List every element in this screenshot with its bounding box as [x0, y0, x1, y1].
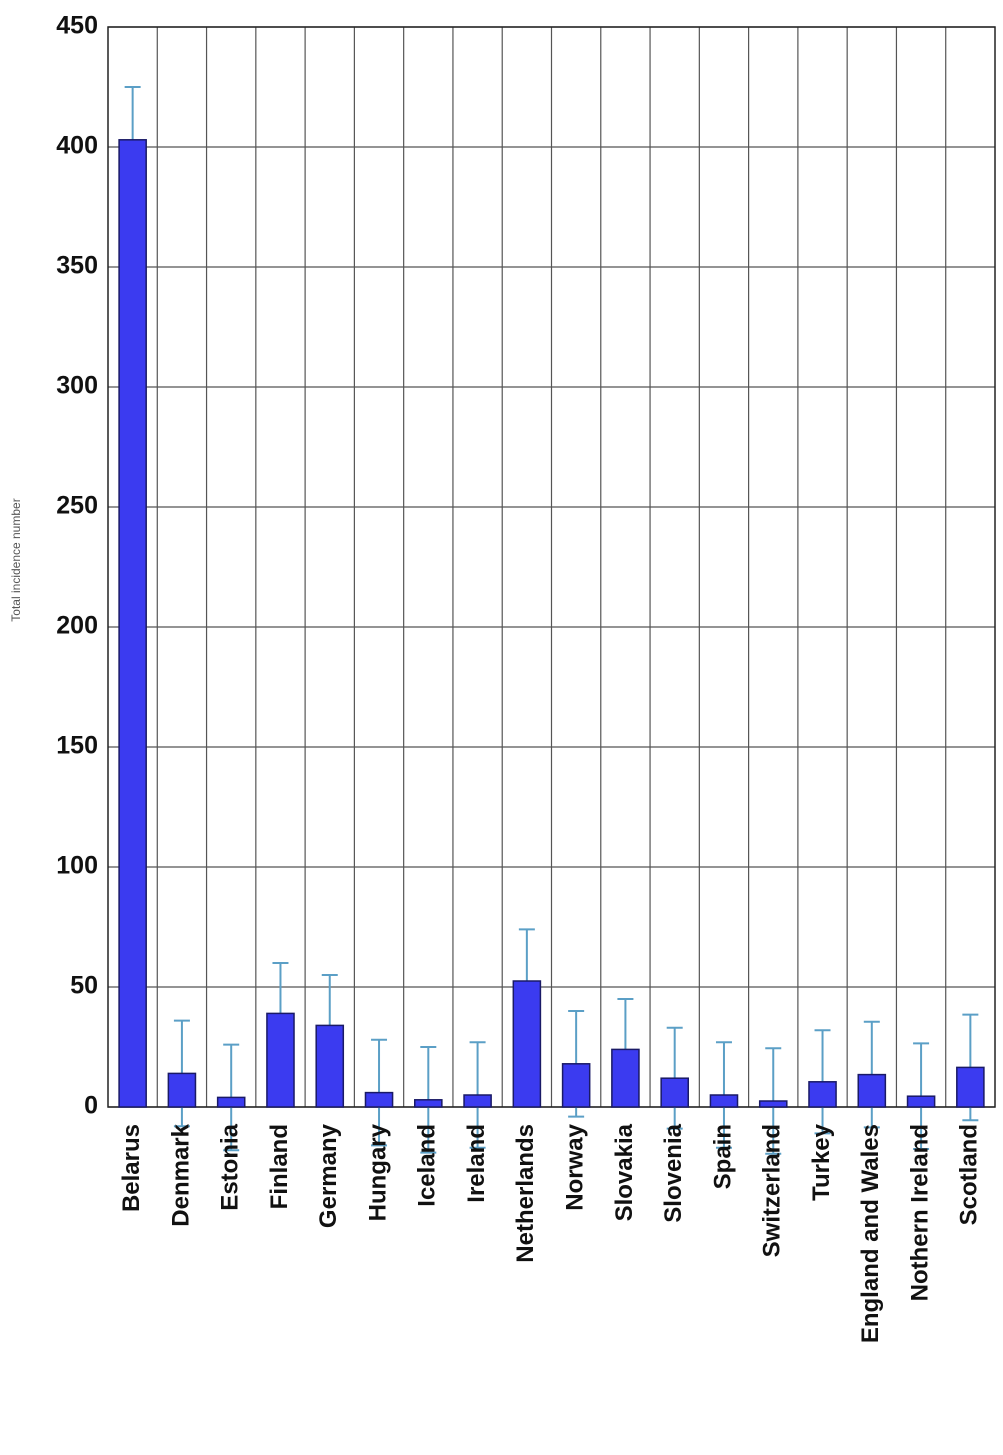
y-tick-label: 150 — [56, 732, 98, 760]
bar — [906, 1095, 936, 1108]
bar — [611, 1048, 640, 1108]
bar — [512, 980, 542, 1108]
plot-frame — [107, 26, 996, 1108]
bar — [315, 1024, 345, 1108]
y-tick-label: 350 — [56, 252, 98, 280]
bar — [956, 1066, 985, 1108]
x-tick-label: Slovakia — [611, 1123, 638, 1221]
bar — [857, 1073, 887, 1108]
x-tick-label: Germany — [315, 1123, 342, 1228]
x-tick-label: Denmark — [167, 1123, 194, 1226]
y-tick-label: 250 — [56, 492, 98, 520]
bar — [561, 1063, 591, 1108]
x-tick-label: Turkey — [808, 1123, 835, 1201]
bar — [118, 139, 147, 1108]
bar — [758, 1100, 788, 1108]
bar — [266, 1012, 295, 1108]
y-tick-label: 200 — [56, 612, 98, 640]
x-tick-label: Nothern Ireland — [906, 1124, 933, 1301]
bar — [808, 1081, 837, 1108]
x-tick-label: Netherlands — [512, 1124, 539, 1263]
x-tick-label: Scotland — [956, 1124, 983, 1225]
bar — [167, 1072, 197, 1108]
bar — [216, 1096, 246, 1108]
y-tick-label: 300 — [56, 372, 98, 400]
y-tick-label: 100 — [56, 852, 98, 880]
x-tick-label: Slovenia — [660, 1123, 687, 1222]
x-tick-label: Estonia — [217, 1123, 244, 1210]
x-tick-label: England and Wales — [857, 1124, 884, 1343]
y-tick-label: 0 — [84, 1092, 98, 1120]
bar — [660, 1077, 689, 1108]
bar — [364, 1091, 394, 1108]
x-tick-label: Switzerland — [759, 1124, 786, 1257]
x-tick-label: Belarus — [118, 1124, 145, 1212]
bar — [709, 1094, 739, 1108]
bar — [414, 1099, 443, 1108]
x-tick-label: Ireland — [463, 1124, 490, 1203]
x-tick-label: Hungary — [364, 1123, 391, 1221]
bar — [463, 1094, 492, 1108]
y-tick-label: 400 — [56, 132, 98, 160]
x-tick-label: Norway — [561, 1123, 588, 1210]
x-tick-label: Spain — [709, 1124, 736, 1189]
y-axis-label: Total incidence number — [9, 498, 23, 621]
y-tick-label: 50 — [70, 972, 98, 1000]
y-tick-label: 450 — [56, 12, 98, 40]
x-tick-label: Finland — [266, 1124, 293, 1209]
x-tick-label: Iceland — [414, 1124, 441, 1207]
